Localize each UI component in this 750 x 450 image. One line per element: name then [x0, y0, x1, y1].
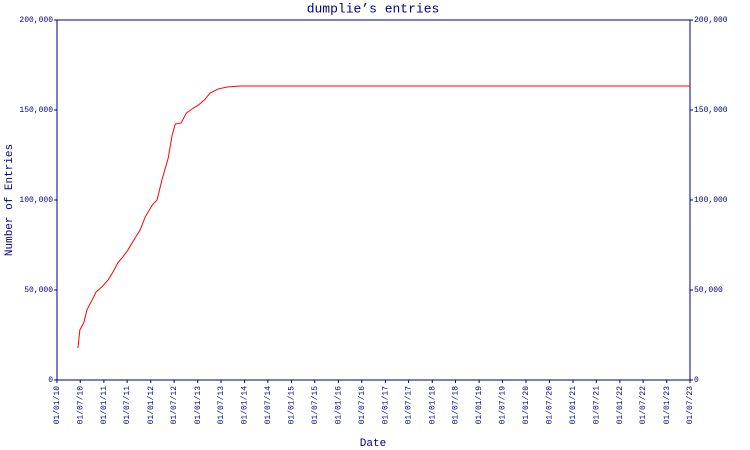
x-tick-label: 01/07/23 — [686, 386, 695, 425]
x-tick-label: 01/07/14 — [264, 386, 273, 425]
x-tick-label: 01/07/12 — [170, 386, 179, 425]
y-tick-label: 150,000 — [19, 106, 53, 115]
x-tick-label: 01/01/17 — [381, 386, 390, 425]
x-tick-label: 01/01/18 — [428, 386, 437, 425]
x-axis-label: Date — [360, 438, 386, 450]
y2-tick-label: 0 — [694, 376, 699, 385]
x-tick-label: 01/01/19 — [475, 386, 484, 425]
y-tick-label: 0 — [48, 376, 53, 385]
x-tick-label: 01/07/16 — [358, 386, 367, 425]
x-tick-label: 01/07/15 — [311, 386, 320, 425]
x-tick-label: 01/01/20 — [522, 386, 531, 425]
y-axis-label: Number of Entries — [4, 144, 16, 256]
x-tick-label: 01/07/10 — [76, 386, 85, 425]
x-tick-label: 01/01/13 — [194, 386, 203, 425]
data-line — [77, 85, 690, 349]
y-tick-label: 50,000 — [24, 286, 53, 295]
x-tick-label: 01/01/21 — [569, 386, 578, 425]
x-tick-label: 01/01/10 — [53, 386, 62, 425]
x-tick-label: 01/01/23 — [663, 386, 672, 425]
x-tick-label: 01/07/22 — [639, 386, 648, 425]
x-tick-label: 01/01/22 — [616, 386, 625, 425]
x-tick-label: 01/01/16 — [334, 386, 343, 425]
y2-tick-label: 200,000 — [694, 16, 728, 25]
x-tick-label: 01/07/19 — [498, 386, 507, 425]
y-tick-label: 100,000 — [19, 196, 53, 205]
x-tick-label: 01/07/17 — [405, 386, 414, 425]
y2-tick-label: 150,000 — [694, 106, 728, 115]
y2-tick-label: 100,000 — [694, 196, 728, 205]
x-tick-label: 01/07/21 — [592, 386, 601, 425]
x-tick-label: 01/07/11 — [123, 386, 132, 425]
chart-title: dumplie’s entries — [307, 1, 440, 16]
x-tick-label: 01/01/15 — [288, 386, 297, 425]
x-tick-label: 01/01/14 — [241, 386, 250, 425]
x-tick-label: 01/01/11 — [100, 386, 109, 425]
x-tick-label: 01/07/18 — [452, 386, 461, 425]
x-tick-label: 01/07/13 — [217, 386, 226, 425]
x-tick-label: 01/01/12 — [147, 386, 156, 425]
y-tick-label: 200,000 — [19, 16, 53, 25]
x-tick-label: 01/07/20 — [545, 386, 554, 425]
y2-tick-label: 50,000 — [694, 286, 723, 295]
